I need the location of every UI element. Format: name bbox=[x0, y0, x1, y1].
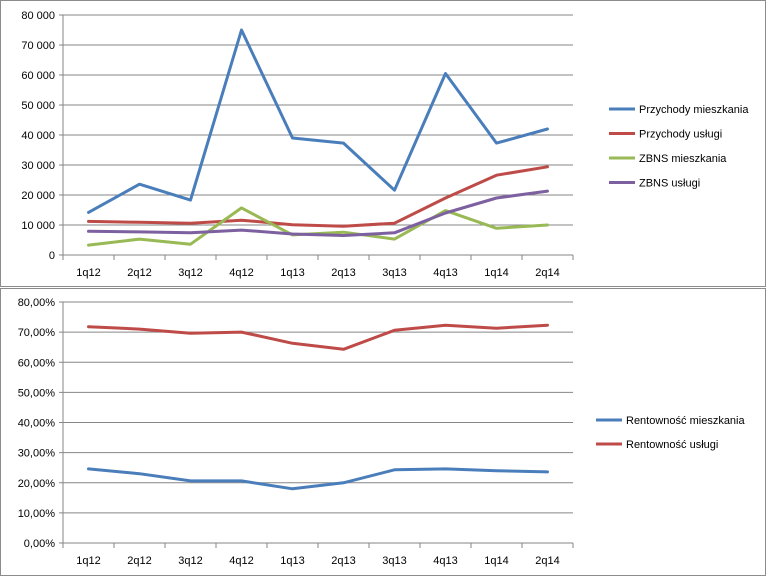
x-tick-label: 3q13 bbox=[382, 267, 406, 279]
y-tick-label: 80 000 bbox=[21, 10, 55, 22]
series-line bbox=[87, 28, 549, 214]
profitability-chart-panel: 0,00% 10,00% 20,00% 30,00% 40,00% 50,00% 60,00… bbox=[0, 288, 766, 576]
x-tick-label: 2q14 bbox=[535, 267, 559, 279]
x-tick-label: 4q13 bbox=[433, 267, 457, 279]
x-tick-label: 2q12 bbox=[127, 555, 151, 567]
legend-label: Przychody mieszkania bbox=[639, 104, 749, 116]
profitability-chart: 0,00% 10,00% 20,00% 30,00% 40,00% 50,00% 60,00… bbox=[18, 297, 746, 567]
y-tick-label: 10 000 bbox=[21, 220, 55, 232]
legend-label: Rentowność mieszkania bbox=[626, 415, 745, 427]
series-line bbox=[87, 467, 549, 491]
y-tick-label: 0,00% bbox=[24, 538, 55, 550]
y-tick-label: 70 000 bbox=[21, 40, 55, 52]
y-tick-label: 20 000 bbox=[21, 190, 55, 202]
legend-label: Rentowność usługi bbox=[626, 439, 718, 451]
legend-label: ZBNS mieszkania bbox=[639, 153, 727, 165]
series-line bbox=[87, 189, 549, 237]
x-tick-label: 1q12 bbox=[76, 267, 100, 279]
series-line bbox=[87, 323, 549, 351]
x-tick-label: 4q12 bbox=[229, 555, 253, 567]
y-tick-label: 30 000 bbox=[21, 160, 55, 172]
y-tick-label: 0 bbox=[49, 250, 55, 262]
x-tick-label: 1q12 bbox=[76, 555, 100, 567]
x-tick-label: 3q12 bbox=[178, 555, 202, 567]
x-tick-label: 2q13 bbox=[331, 267, 355, 279]
x-tick-label: 1q14 bbox=[484, 555, 508, 567]
x-tick-label: 3q13 bbox=[382, 555, 406, 567]
legend-label: ZBNS usługi bbox=[639, 178, 700, 190]
y-tick-label: 30,00% bbox=[18, 448, 56, 460]
x-tick-label: 1q13 bbox=[280, 267, 304, 279]
series-line bbox=[87, 165, 549, 228]
y-tick-label: 60 000 bbox=[21, 70, 55, 82]
x-tick-label: 4q13 bbox=[433, 555, 457, 567]
x-tick-label: 2q13 bbox=[331, 555, 355, 567]
x-tick-label: 1q13 bbox=[280, 555, 304, 567]
x-tick-label: 1q14 bbox=[484, 267, 508, 279]
y-tick-label: 80,00% bbox=[18, 297, 56, 309]
x-tick-label: 3q12 bbox=[178, 267, 202, 279]
y-tick-label: 40 000 bbox=[21, 130, 55, 142]
x-tick-label: 2q12 bbox=[127, 267, 151, 279]
y-tick-label: 50,00% bbox=[18, 387, 56, 399]
y-tick-label: 70,00% bbox=[18, 327, 56, 339]
y-tick-label: 10,00% bbox=[18, 508, 56, 520]
x-tick-label: 4q12 bbox=[229, 267, 253, 279]
y-tick-label: 20,00% bbox=[18, 478, 56, 490]
revenue-chart-panel: 0 10 000 20 000 30 000 40 000 50 000 60 000 70 … bbox=[0, 0, 766, 287]
legend-label: Przychody usługi bbox=[639, 129, 722, 141]
x-tick-label: 2q14 bbox=[535, 555, 559, 567]
revenue-chart: 0 10 000 20 000 30 000 40 000 50 000 60 000 70 … bbox=[21, 10, 749, 279]
y-tick-label: 50 000 bbox=[21, 100, 55, 112]
y-tick-label: 40,00% bbox=[18, 418, 56, 430]
y-tick-label: 60,00% bbox=[18, 357, 56, 369]
